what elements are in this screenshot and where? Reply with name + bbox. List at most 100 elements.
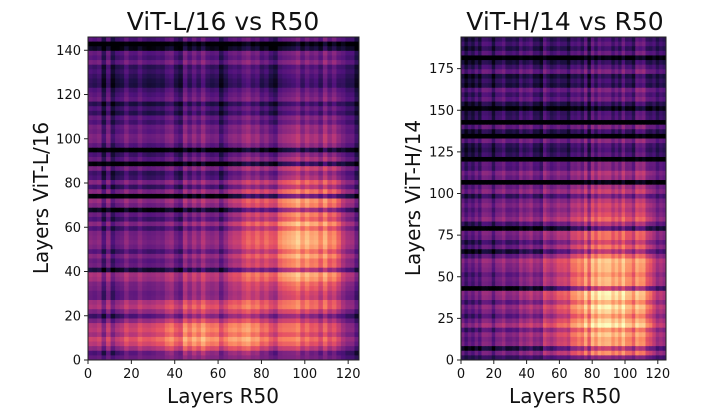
heatmap-cell	[124, 323, 130, 329]
heatmap-cell	[255, 180, 261, 186]
heatmap-cell	[556, 41, 561, 47]
heatmap-cell	[223, 336, 229, 343]
heatmap-cell	[88, 272, 94, 278]
heatmap-cell	[88, 323, 94, 329]
heatmap-cell	[115, 184, 121, 190]
heatmap-cell	[322, 304, 328, 310]
heatmap-cell	[304, 323, 310, 329]
heatmap-cell	[128, 295, 134, 301]
heatmap-cell	[196, 286, 202, 292]
heatmap-cell	[322, 323, 328, 329]
heatmap-cell	[246, 41, 252, 47]
heatmap-cell	[237, 96, 243, 103]
heatmap-cell	[97, 37, 103, 43]
heatmap-cell	[295, 244, 301, 250]
heatmap-cell	[584, 92, 589, 98]
heatmap-cell	[259, 207, 265, 213]
heatmap-cell	[218, 355, 225, 360]
heatmap-cell	[655, 50, 660, 57]
heatmap-cell	[228, 83, 234, 89]
heatmap-cell	[300, 323, 306, 329]
heatmap-cell	[318, 189, 324, 195]
heatmap-cell	[259, 129, 265, 135]
heatmap-cell	[115, 156, 121, 163]
heatmap-cell	[133, 336, 139, 343]
heatmap-cell	[255, 313, 261, 320]
heatmap-cell	[151, 37, 157, 43]
heatmap-cell	[115, 83, 121, 89]
heatmap-cell	[92, 129, 98, 135]
heatmap-cell	[638, 50, 643, 57]
heatmap-cell	[232, 41, 238, 47]
heatmap-cell	[164, 96, 170, 103]
heatmap-cell	[228, 263, 234, 269]
heatmap-cell	[173, 50, 179, 57]
heatmap-cell	[119, 143, 125, 149]
heatmap-cell	[563, 83, 568, 89]
heatmap-cell	[304, 193, 310, 200]
heatmap-cell	[286, 189, 292, 195]
heatmap-cell	[512, 87, 517, 93]
heatmap-cell	[264, 323, 270, 329]
heatmap-cell	[300, 156, 306, 163]
heatmap-cell	[286, 258, 292, 264]
heatmap-cell	[228, 143, 234, 149]
heatmap-cell	[164, 87, 170, 93]
heatmap-cell	[137, 212, 143, 218]
heatmap-cell	[97, 313, 103, 320]
heatmap-cell	[214, 207, 220, 213]
heatmap-cell	[92, 78, 98, 84]
heatmap-cell	[200, 281, 207, 287]
heatmap-cell	[625, 87, 630, 93]
heatmap-cell	[88, 147, 94, 153]
heatmap-cell	[97, 73, 103, 80]
heatmap-cell	[187, 272, 193, 278]
heatmap-cell	[164, 143, 170, 149]
heatmap-cell	[508, 78, 513, 84]
heatmap-cell	[218, 212, 225, 218]
heatmap-cell	[340, 313, 347, 320]
heatmap-cell	[264, 83, 270, 89]
heatmap-cell	[264, 106, 270, 112]
heatmap-cell	[345, 295, 351, 301]
heatmap-cell	[543, 46, 548, 52]
heatmap-cell	[214, 281, 220, 287]
heatmap-cell	[110, 221, 116, 227]
heatmap-cell	[246, 170, 252, 177]
heatmap-cell	[223, 212, 229, 218]
heatmap-cell	[214, 115, 220, 121]
heatmap-cell	[110, 323, 116, 329]
heatmap-cell	[155, 350, 161, 356]
heatmap-cell	[628, 69, 633, 75]
heatmap-cell	[601, 46, 606, 52]
heatmap-cell	[322, 166, 328, 172]
heatmap-cell	[255, 64, 261, 70]
heatmap-cell	[223, 143, 229, 149]
heatmap-cell	[214, 336, 220, 343]
heatmap-cell	[597, 83, 602, 89]
heatmap-cell	[209, 120, 216, 126]
heatmap-cell	[642, 64, 647, 70]
heatmap-cell	[546, 50, 551, 57]
heatmap-cell	[322, 193, 328, 200]
heatmap-cell	[196, 69, 202, 75]
heatmap-cell	[160, 78, 166, 84]
heatmap-cell	[200, 230, 207, 237]
heatmap-cell	[322, 41, 328, 47]
heatmap-cell	[273, 156, 279, 163]
heatmap-cell	[173, 240, 179, 246]
heatmap-cell	[97, 263, 103, 269]
heatmap-cell	[467, 55, 472, 61]
heatmap-cell	[142, 304, 148, 310]
heatmap-cell	[268, 253, 274, 260]
heatmap-cell	[205, 295, 211, 301]
heatmap-cell	[97, 170, 103, 177]
heatmap-cell	[304, 309, 310, 315]
heatmap-cell	[88, 346, 94, 352]
heatmap-cell	[570, 92, 575, 98]
heatmap-cell	[155, 253, 161, 260]
heatmap-cell	[635, 69, 640, 75]
heatmap-cell	[327, 249, 333, 255]
heatmap-cell	[97, 60, 103, 66]
heatmap-cell	[110, 101, 116, 107]
